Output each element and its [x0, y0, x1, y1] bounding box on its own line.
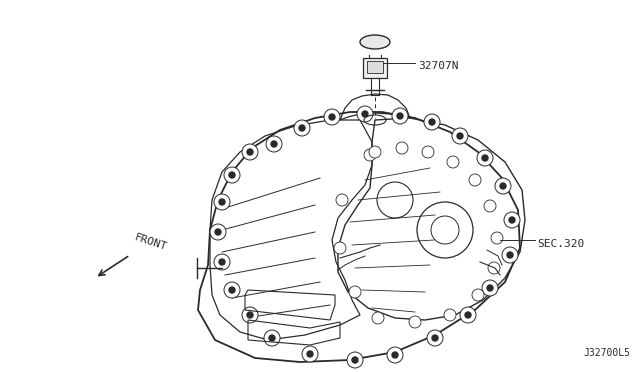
Circle shape: [271, 141, 277, 147]
Circle shape: [465, 312, 471, 318]
Circle shape: [214, 194, 230, 210]
Circle shape: [299, 125, 305, 131]
Circle shape: [352, 357, 358, 363]
FancyBboxPatch shape: [363, 58, 387, 78]
Circle shape: [224, 282, 240, 298]
Circle shape: [229, 287, 235, 293]
Circle shape: [219, 259, 225, 265]
Text: SEC.320: SEC.320: [537, 239, 584, 249]
Circle shape: [369, 146, 381, 158]
Circle shape: [372, 312, 384, 324]
Circle shape: [502, 247, 518, 263]
Circle shape: [472, 289, 484, 301]
Circle shape: [334, 242, 346, 254]
Circle shape: [302, 346, 318, 362]
Circle shape: [392, 352, 398, 358]
Circle shape: [487, 285, 493, 291]
Circle shape: [488, 262, 500, 274]
Circle shape: [477, 150, 493, 166]
Circle shape: [432, 335, 438, 341]
Circle shape: [397, 113, 403, 119]
Circle shape: [444, 309, 456, 321]
Circle shape: [242, 307, 258, 323]
Circle shape: [269, 335, 275, 341]
Circle shape: [229, 172, 235, 178]
Circle shape: [224, 167, 240, 183]
Circle shape: [215, 229, 221, 235]
Circle shape: [219, 199, 225, 205]
Circle shape: [336, 194, 348, 206]
Text: 32707N: 32707N: [418, 61, 458, 71]
Circle shape: [484, 200, 496, 212]
Circle shape: [387, 347, 403, 363]
Circle shape: [214, 254, 230, 270]
Circle shape: [507, 252, 513, 258]
Circle shape: [482, 280, 498, 296]
Circle shape: [242, 144, 258, 160]
Circle shape: [364, 149, 376, 161]
Circle shape: [509, 217, 515, 223]
Circle shape: [427, 330, 443, 346]
Circle shape: [469, 174, 481, 186]
Circle shape: [324, 109, 340, 125]
Circle shape: [266, 136, 282, 152]
Circle shape: [357, 106, 373, 122]
Text: FRONT: FRONT: [133, 232, 168, 252]
Circle shape: [452, 128, 468, 144]
Circle shape: [429, 119, 435, 125]
FancyBboxPatch shape: [367, 61, 383, 73]
Circle shape: [491, 232, 503, 244]
Circle shape: [247, 149, 253, 155]
Circle shape: [294, 120, 310, 136]
Circle shape: [422, 146, 434, 158]
Circle shape: [447, 156, 459, 168]
Text: J32700L5: J32700L5: [583, 348, 630, 358]
Circle shape: [460, 307, 476, 323]
Circle shape: [500, 183, 506, 189]
Circle shape: [362, 111, 368, 117]
Circle shape: [210, 224, 226, 240]
Circle shape: [457, 133, 463, 139]
Circle shape: [424, 114, 440, 130]
Circle shape: [264, 330, 280, 346]
Circle shape: [307, 351, 313, 357]
Circle shape: [504, 212, 520, 228]
Circle shape: [247, 312, 253, 318]
Polygon shape: [198, 112, 520, 362]
Circle shape: [392, 108, 408, 124]
Circle shape: [396, 142, 408, 154]
Circle shape: [347, 352, 363, 368]
Circle shape: [495, 178, 511, 194]
Circle shape: [329, 114, 335, 120]
Circle shape: [482, 155, 488, 161]
Ellipse shape: [360, 35, 390, 49]
Circle shape: [409, 316, 421, 328]
Circle shape: [349, 286, 361, 298]
